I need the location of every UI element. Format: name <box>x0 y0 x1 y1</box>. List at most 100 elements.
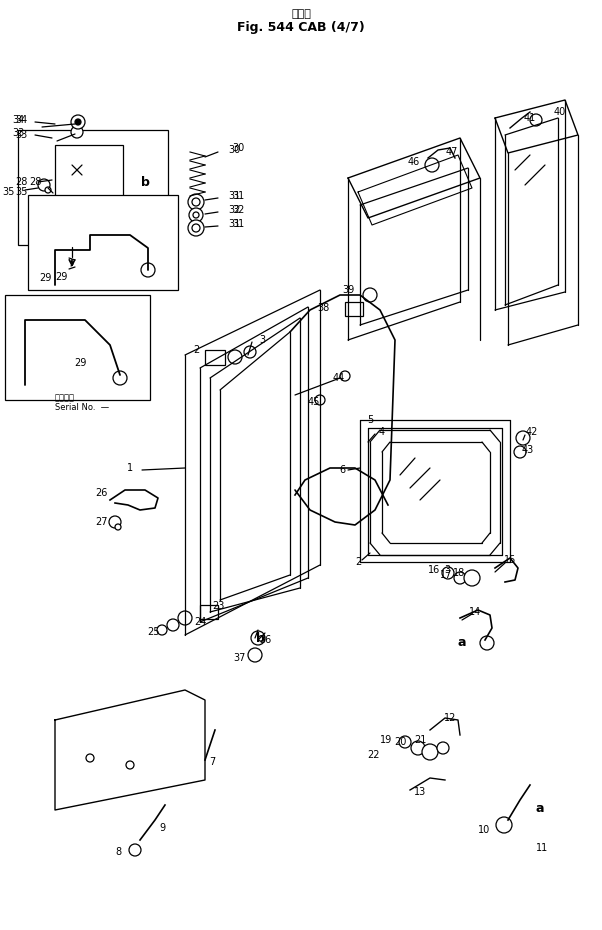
Circle shape <box>192 198 200 206</box>
Text: 29: 29 <box>74 358 86 368</box>
Text: 42: 42 <box>526 427 538 437</box>
Text: 7: 7 <box>209 757 215 767</box>
Text: 41: 41 <box>524 113 536 123</box>
Text: 5: 5 <box>367 415 373 425</box>
Circle shape <box>422 744 438 760</box>
Circle shape <box>188 194 204 210</box>
Circle shape <box>516 431 530 445</box>
Circle shape <box>530 114 542 126</box>
Text: 20: 20 <box>395 737 407 747</box>
Text: 13: 13 <box>414 787 426 797</box>
Bar <box>200 605 218 619</box>
Circle shape <box>340 371 350 381</box>
Text: 33: 33 <box>16 130 28 140</box>
Circle shape <box>188 220 204 236</box>
Text: 28: 28 <box>16 177 28 187</box>
Circle shape <box>363 288 377 302</box>
Text: 44: 44 <box>333 373 345 383</box>
Circle shape <box>192 224 200 232</box>
Circle shape <box>157 625 167 635</box>
Text: 17: 17 <box>439 570 452 580</box>
Circle shape <box>115 524 121 530</box>
Circle shape <box>109 516 121 528</box>
Circle shape <box>228 350 242 364</box>
Text: 9: 9 <box>159 823 165 833</box>
Circle shape <box>38 179 50 191</box>
Bar <box>28 195 178 290</box>
Text: キャブ: キャブ <box>291 9 311 19</box>
Text: 34: 34 <box>16 115 28 125</box>
Text: 31: 31 <box>232 191 244 201</box>
Text: 27: 27 <box>96 517 108 527</box>
Circle shape <box>425 158 439 172</box>
Circle shape <box>45 187 51 193</box>
Text: 適用号機: 適用号機 <box>55 393 75 403</box>
Text: b: b <box>256 631 264 644</box>
Text: 40: 40 <box>554 107 566 117</box>
Text: 15: 15 <box>504 555 516 565</box>
Text: 35: 35 <box>2 187 15 197</box>
Text: 45: 45 <box>308 397 320 407</box>
Text: Fig. 544 CAB (4/7): Fig. 544 CAB (4/7) <box>237 21 365 34</box>
Text: 3: 3 <box>259 335 265 345</box>
Text: 24: 24 <box>194 617 206 627</box>
Text: 32: 32 <box>232 205 244 215</box>
Circle shape <box>442 567 454 579</box>
Text: a: a <box>458 635 467 648</box>
Bar <box>345 302 363 316</box>
Circle shape <box>514 446 526 458</box>
Text: 12: 12 <box>444 713 456 723</box>
Text: a: a <box>536 802 544 815</box>
Text: b: b <box>140 176 149 189</box>
Circle shape <box>464 570 480 586</box>
Circle shape <box>178 611 192 625</box>
Circle shape <box>496 817 512 833</box>
Circle shape <box>251 631 265 645</box>
Text: 3: 3 <box>444 565 450 575</box>
Circle shape <box>75 119 81 125</box>
Bar <box>205 350 225 365</box>
Text: 16: 16 <box>428 565 440 575</box>
Text: 2: 2 <box>194 345 200 355</box>
Circle shape <box>411 741 425 755</box>
Circle shape <box>126 761 134 769</box>
Text: 34: 34 <box>13 115 25 125</box>
Circle shape <box>193 212 199 218</box>
Circle shape <box>141 263 155 277</box>
Text: 31: 31 <box>228 219 240 229</box>
Text: 6: 6 <box>339 465 345 475</box>
Circle shape <box>129 844 141 856</box>
Text: 21: 21 <box>414 735 426 745</box>
Text: 39: 39 <box>343 285 355 295</box>
Bar <box>5 295 150 400</box>
Text: Serial No.  —: Serial No. — <box>55 404 109 413</box>
Circle shape <box>86 754 94 762</box>
Text: 46: 46 <box>408 157 420 167</box>
Text: 14: 14 <box>469 607 481 617</box>
Circle shape <box>399 736 411 748</box>
Text: 43: 43 <box>522 445 534 455</box>
Circle shape <box>437 742 449 754</box>
Circle shape <box>454 572 466 584</box>
Text: 22: 22 <box>367 750 380 760</box>
Text: 33: 33 <box>13 128 25 138</box>
Text: 47: 47 <box>446 147 458 157</box>
Text: 2: 2 <box>356 557 362 567</box>
Text: 29: 29 <box>55 272 67 282</box>
Circle shape <box>189 208 203 222</box>
Text: 36: 36 <box>259 635 271 645</box>
Text: 28: 28 <box>29 177 42 187</box>
Text: 31: 31 <box>228 191 240 201</box>
Text: 4: 4 <box>379 427 385 437</box>
Text: 25: 25 <box>147 627 160 637</box>
Text: 18: 18 <box>453 568 465 578</box>
Text: 37: 37 <box>234 653 246 663</box>
Circle shape <box>244 346 256 358</box>
Circle shape <box>315 395 325 405</box>
Text: 30: 30 <box>232 143 244 153</box>
Text: 19: 19 <box>380 735 392 745</box>
Bar <box>55 145 123 203</box>
Text: 29: 29 <box>39 273 51 283</box>
Circle shape <box>480 636 494 650</box>
Text: 11: 11 <box>536 843 548 853</box>
